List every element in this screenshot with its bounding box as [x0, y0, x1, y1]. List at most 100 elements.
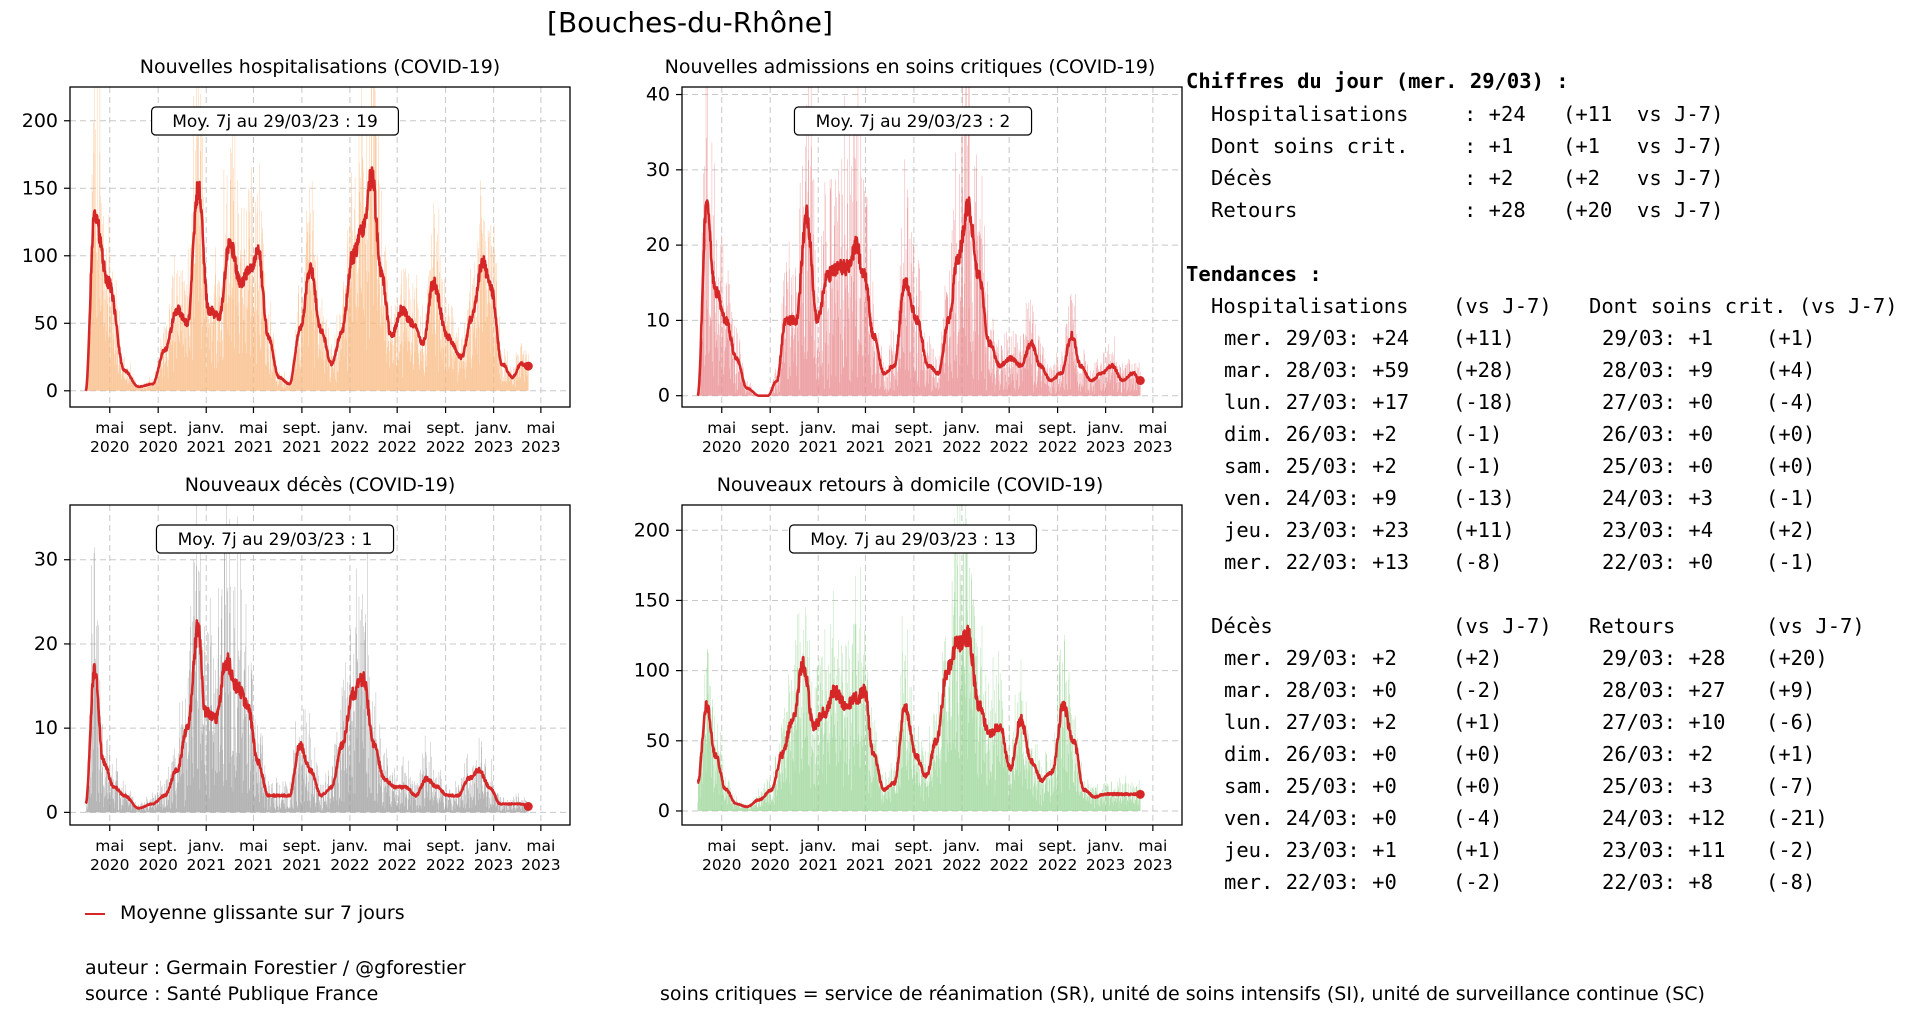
- trend-cell: dim. 26/03: +0: [1224, 742, 1397, 766]
- trend-cell: mer. 29/03: +24: [1224, 326, 1410, 350]
- y-tick-label: 10: [646, 309, 670, 331]
- day-row-delta: (+11 vs J-7): [1563, 102, 1724, 126]
- x-tick-month: sept.: [139, 837, 177, 855]
- x-tick-year: 2023: [474, 438, 513, 456]
- trend-cell: jeu. 23/03: +1: [1224, 838, 1397, 862]
- trend-cell: 29/03: +28: [1602, 646, 1726, 670]
- x-tick-year: 2021: [234, 856, 273, 874]
- day-row-value: : +28: [1464, 198, 1526, 222]
- rolling-mean-line: [84, 166, 530, 392]
- x-tick-month: sept.: [895, 837, 933, 855]
- x-tick-year: 2021: [846, 438, 885, 456]
- x-tick-month: janv.: [799, 419, 837, 437]
- trend-cell: ven. 24/03: +9: [1224, 486, 1397, 510]
- trend-cell: 24/03: +3: [1602, 486, 1714, 510]
- y-tick-label: 10: [34, 717, 58, 739]
- y-tick-label: 150: [634, 589, 670, 611]
- trend-cell: (-4): [1453, 806, 1503, 830]
- trends-header: (vs J-7): [1766, 614, 1865, 638]
- axes-frame: [69, 504, 571, 826]
- x-tick-year: 2022: [989, 438, 1028, 456]
- x-tick-year: 2020: [750, 438, 789, 456]
- x-tick-year: 2021: [186, 438, 225, 456]
- x-tick-month: mai: [707, 419, 736, 437]
- trend-cell: (+1): [1766, 742, 1816, 766]
- trend-cell: (-18): [1453, 390, 1515, 414]
- trend-cell: mer. 22/03: +13: [1224, 550, 1410, 574]
- trend-cell: (-2): [1766, 838, 1816, 862]
- x-tick-year: 2021: [894, 856, 933, 874]
- day-row-label: Décès: [1211, 166, 1273, 190]
- annotation-text: Moy. 7j au 29/03/23 : 1: [178, 530, 373, 550]
- trend-cell: (-4): [1766, 390, 1816, 414]
- plot-area: [682, 505, 1182, 825]
- x-tick-month: mai: [239, 837, 268, 855]
- trend-cell: (-1): [1766, 550, 1816, 574]
- x-tick-month: sept.: [895, 419, 933, 437]
- x-tick-month: mai: [1138, 419, 1167, 437]
- x-tick-year: 2022: [942, 856, 981, 874]
- x-tick-month: mai: [95, 419, 124, 437]
- last-value-dot: [1135, 789, 1145, 799]
- x-tick-month: janv.: [331, 837, 369, 855]
- x-tick-year: 2021: [282, 438, 321, 456]
- day-row-label: Retours: [1211, 198, 1298, 222]
- x-tick-month: janv.: [799, 837, 837, 855]
- annotation-box: [155, 524, 395, 554]
- y-tick-label: 30: [34, 549, 58, 571]
- trend-cell: dim. 26/03: +2: [1224, 422, 1397, 446]
- trend-cell: mer. 29/03: +2: [1224, 646, 1397, 670]
- y-tick-label: 100: [634, 660, 670, 682]
- chart-title-deces: Nouveaux décès (COVID-19): [184, 474, 456, 496]
- rolling-mean-line: [696, 624, 1142, 809]
- annotation-box: [789, 524, 1038, 554]
- trend-cell: ven. 24/03: +0: [1224, 806, 1397, 830]
- x-tick-month: janv.: [331, 419, 369, 437]
- plot-area: [70, 505, 570, 825]
- trend-cell: (-8): [1453, 550, 1503, 574]
- annotation-text: Moy. 7j au 29/03/23 : 19: [172, 112, 378, 132]
- trend-cell: lun. 27/03: +17: [1224, 390, 1410, 414]
- chart-retours: 050100150200mai2020sept.2020janv.2021mai…: [634, 504, 1183, 874]
- trend-cell: (-1): [1453, 422, 1503, 446]
- y-tick-label: 0: [658, 800, 670, 822]
- x-tick-year: 2021: [186, 856, 225, 874]
- trend-cell: (+0): [1766, 454, 1816, 478]
- annotation-box: [151, 106, 400, 136]
- author-credit: auteur : Germain Forestier / @gforestier: [85, 957, 466, 979]
- x-tick-month: janv.: [943, 419, 981, 437]
- y-tick-label: 20: [646, 234, 670, 256]
- x-tick-year: 2021: [894, 438, 933, 456]
- day-row-value: : +24: [1464, 102, 1526, 126]
- axes-frame: [681, 504, 1183, 826]
- annotation-text: Moy. 7j au 29/03/23 : 2: [816, 112, 1011, 132]
- trend-cell: (-2): [1453, 678, 1503, 702]
- trends-header: Dont soins crit. (vs J-7): [1589, 294, 1898, 318]
- x-tick-year: 2021: [234, 438, 273, 456]
- trend-cell: 24/03: +12: [1602, 806, 1726, 830]
- trends-header: Retours: [1589, 614, 1676, 638]
- x-tick-year: 2020: [90, 438, 129, 456]
- x-tick-year: 2023: [1133, 856, 1172, 874]
- x-tick-year: 2023: [521, 438, 560, 456]
- x-tick-year: 2023: [1086, 438, 1125, 456]
- y-tick-label: 20: [34, 633, 58, 655]
- plot-area: [70, 87, 570, 407]
- x-tick-year: 2020: [702, 438, 741, 456]
- daily-bars: [85, 87, 529, 391]
- x-tick-month: sept.: [751, 837, 789, 855]
- trend-cell: 23/03: +11: [1602, 838, 1726, 862]
- trend-cell: 29/03: +1: [1602, 326, 1714, 350]
- x-tick-year: 2020: [702, 856, 741, 874]
- x-tick-month: mai: [1138, 837, 1167, 855]
- trend-cell: lun. 27/03: +2: [1224, 710, 1397, 734]
- day-row-delta: (+1 vs J-7): [1563, 134, 1724, 158]
- trends-title: Tendances :: [1186, 262, 1322, 286]
- x-tick-year: 2021: [798, 856, 837, 874]
- x-tick-month: sept.: [426, 419, 464, 437]
- x-tick-month: janv.: [943, 837, 981, 855]
- trend-cell: (-7): [1766, 774, 1816, 798]
- y-tick-label: 40: [646, 84, 670, 106]
- last-value-dot: [523, 361, 533, 371]
- trends-header: (vs J-7): [1453, 294, 1552, 318]
